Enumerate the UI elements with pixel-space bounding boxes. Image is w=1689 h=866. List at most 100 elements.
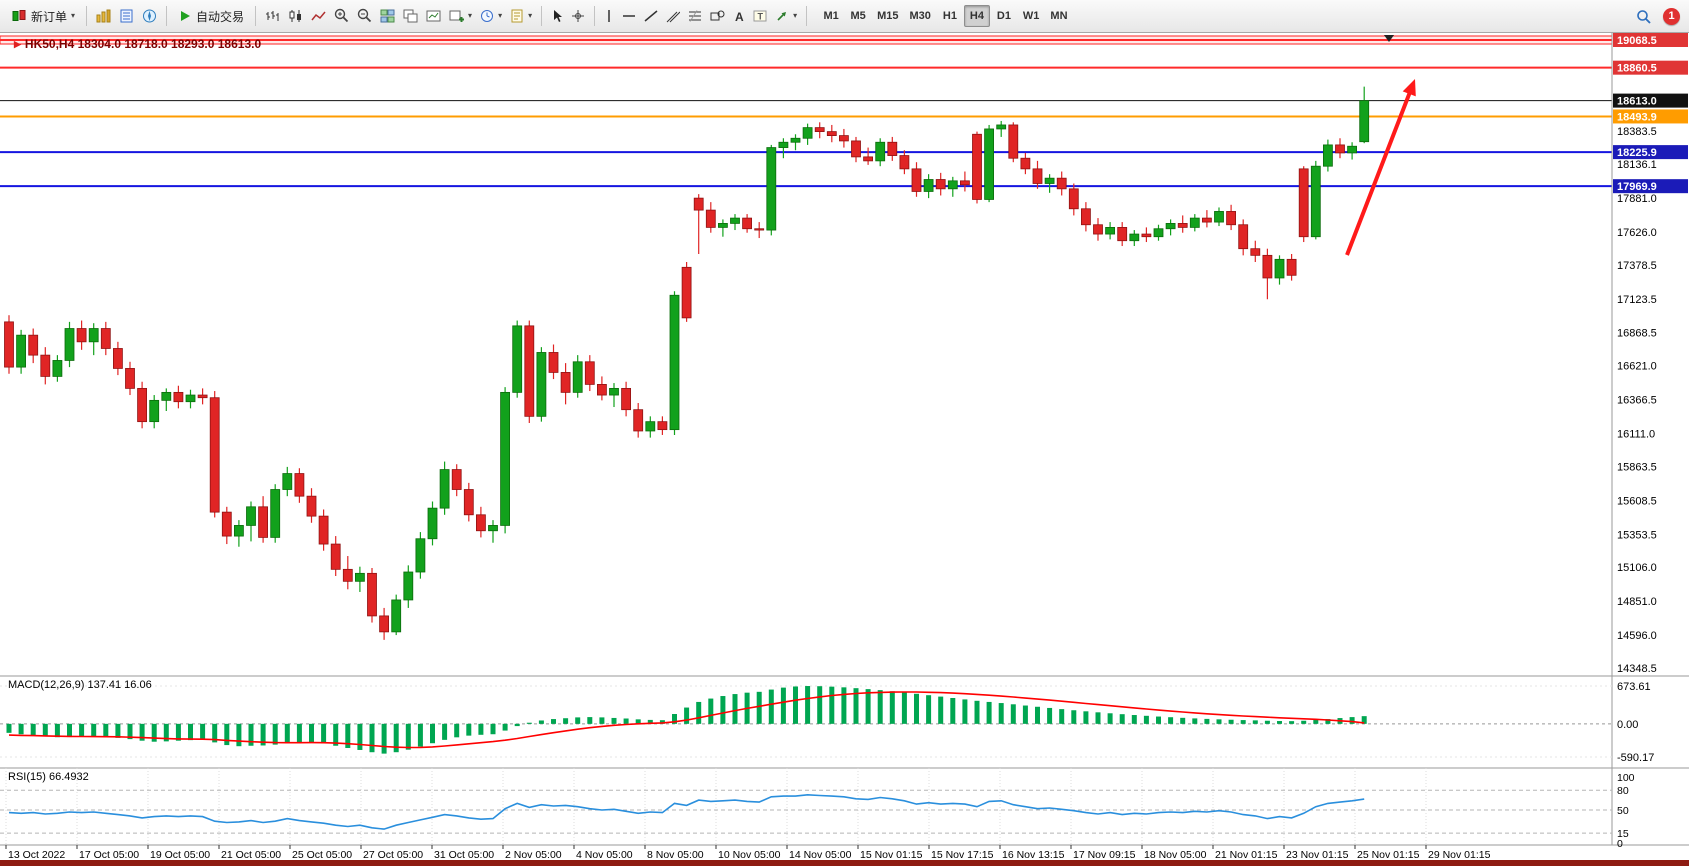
search-button[interactable]	[1632, 4, 1655, 28]
svg-text:21 Oct 05:00: 21 Oct 05:00	[221, 849, 281, 860]
timeframe-mn-button[interactable]: MN	[1045, 5, 1072, 27]
svg-text:673.61: 673.61	[1617, 681, 1651, 693]
svg-text:15106.0: 15106.0	[1617, 562, 1657, 574]
track-chart-icon	[426, 9, 441, 23]
hline-button[interactable]	[618, 4, 640, 28]
cascade-button[interactable]	[399, 4, 422, 28]
periods-icon	[480, 9, 494, 23]
candlestick-icon	[288, 9, 303, 23]
cursor-tools-group	[547, 4, 589, 28]
track-chart-button[interactable]	[422, 4, 445, 28]
new-order-label: 新订单	[31, 9, 68, 24]
cursor-button[interactable]	[547, 4, 567, 28]
candlestick-button[interactable]	[284, 4, 307, 28]
crosshair-button[interactable]	[567, 4, 589, 28]
templates-button[interactable]: ▾	[506, 4, 536, 28]
chart-title-text: HK50,H4 18304.0 18718.0 18293.0 18613.0	[24, 37, 262, 51]
svg-text:25 Nov 01:15: 25 Nov 01:15	[1357, 849, 1420, 860]
zoom-in-button[interactable]	[330, 4, 353, 28]
cascade-icon	[403, 9, 418, 23]
svg-text:16868.5: 16868.5	[1617, 328, 1657, 340]
svg-text:17 Oct 05:00: 17 Oct 05:00	[79, 849, 139, 860]
cursor-icon	[551, 9, 563, 23]
trendline-button[interactable]	[640, 4, 662, 28]
hline-icon	[622, 9, 636, 23]
svg-text:18383.5: 18383.5	[1617, 126, 1657, 138]
text-label-button[interactable]: T	[749, 4, 771, 28]
market-watch-button[interactable]	[92, 4, 115, 28]
timeframe-m1-button[interactable]: M1	[818, 5, 844, 27]
search-icon	[1636, 9, 1651, 24]
timeframe-m5-button[interactable]: M5	[845, 5, 871, 27]
svg-text:T: T	[758, 12, 764, 22]
chevron-down-icon: ▾	[71, 11, 76, 20]
zoom-out-icon	[357, 8, 372, 23]
horizontal-price-lines	[0, 35, 1613, 188]
shapes-button[interactable]	[706, 4, 729, 28]
svg-text:17378.5: 17378.5	[1617, 260, 1657, 272]
periods-button[interactable]: ▾	[476, 4, 506, 28]
svg-text:10 Nov 05:00: 10 Nov 05:00	[718, 849, 781, 860]
svg-text:17626.0: 17626.0	[1617, 227, 1657, 239]
trendline-icon	[644, 9, 658, 23]
text-button[interactable]: A	[729, 4, 749, 28]
toolbar-separator	[541, 6, 543, 26]
notification-badge[interactable]: 1	[1663, 7, 1680, 25]
svg-text:50: 50	[1617, 805, 1629, 817]
svg-text:18 Nov 05:00: 18 Nov 05:00	[1144, 849, 1207, 860]
new-order-button[interactable]: 新订单 ▾	[6, 4, 81, 28]
chevron-down-icon: ▾	[528, 11, 533, 21]
timeframe-m15-button[interactable]: M15	[872, 5, 903, 27]
svg-text:19 Oct 05:00: 19 Oct 05:00	[150, 849, 210, 860]
zoom-out-button[interactable]	[353, 4, 376, 28]
chart-area[interactable]: 18383.5 18136.1 17881.0 17626.0 17378.5 17123…	[0, 33, 1689, 860]
navigator-button[interactable]	[138, 4, 161, 28]
line-chart-button[interactable]	[307, 4, 330, 28]
bar-chart-button[interactable]	[261, 4, 284, 28]
svg-text:18136.1: 18136.1	[1617, 159, 1657, 171]
tile-windows-button[interactable]	[376, 4, 399, 28]
svg-text:0.00: 0.00	[1617, 719, 1638, 731]
svg-text:18225.9: 18225.9	[1617, 147, 1657, 159]
fibonacci-icon	[688, 9, 702, 23]
chevron-down-icon: ▾	[468, 11, 473, 21]
window-panels-group	[92, 4, 161, 28]
data-window-button[interactable]	[115, 4, 138, 28]
svg-text:25 Oct 05:00: 25 Oct 05:00	[292, 849, 352, 860]
channel-button[interactable]	[662, 4, 684, 28]
svg-text:80: 80	[1617, 785, 1629, 797]
timeframe-h1-button[interactable]: H1	[937, 5, 963, 27]
svg-text:16366.5: 16366.5	[1617, 395, 1657, 407]
price-axis: 18383.5 18136.1 17881.0 17626.0 17378.5 17123…	[1613, 33, 1688, 675]
new-order-icon	[12, 9, 27, 23]
svg-text:29 Nov 01:15: 29 Nov 01:15	[1428, 849, 1491, 860]
svg-text:21 Nov 01:15: 21 Nov 01:15	[1215, 849, 1278, 860]
svg-text:17123.5: 17123.5	[1617, 294, 1657, 306]
svg-text:17 Nov 09:15: 17 Nov 09:15	[1073, 849, 1136, 860]
timeframe-w1-button[interactable]: W1	[1018, 5, 1045, 27]
svg-text:17969.9: 17969.9	[1617, 181, 1657, 193]
timeframe-m30-button[interactable]: M30	[905, 5, 936, 27]
auto-trading-button[interactable]: 自动交易	[172, 4, 250, 28]
chart-svg[interactable]: 18383.5 18136.1 17881.0 17626.0 17378.5 17123…	[0, 33, 1689, 860]
vline-button[interactable]	[600, 4, 618, 28]
bottom-bar	[0, 860, 1689, 866]
annotations	[1345, 35, 1416, 256]
svg-text:15: 15	[1617, 828, 1629, 840]
svg-text:15353.5: 15353.5	[1617, 529, 1657, 541]
bar-chart-icon	[265, 9, 280, 23]
vline-icon	[604, 9, 614, 23]
svg-text:13 Oct 2022: 13 Oct 2022	[8, 849, 65, 860]
svg-text:19068.5: 19068.5	[1617, 35, 1657, 47]
toolbar-separator	[166, 6, 168, 26]
timeframe-d1-button[interactable]: D1	[991, 5, 1017, 27]
svg-text:31 Oct 05:00: 31 Oct 05:00	[434, 849, 494, 860]
fibonacci-button[interactable]	[684, 4, 706, 28]
arrows-button[interactable]: ▾	[771, 4, 801, 28]
new-chart-button[interactable]: ▾	[445, 4, 476, 28]
auto-trading-label: 自动交易	[196, 9, 245, 24]
svg-text:18493.9: 18493.9	[1617, 111, 1657, 123]
timeframe-toolbar: M1 M5 M15 M30 H1 H4 D1 W1 MN	[818, 5, 1072, 27]
timeframe-h4-button[interactable]: H4	[963, 5, 990, 27]
